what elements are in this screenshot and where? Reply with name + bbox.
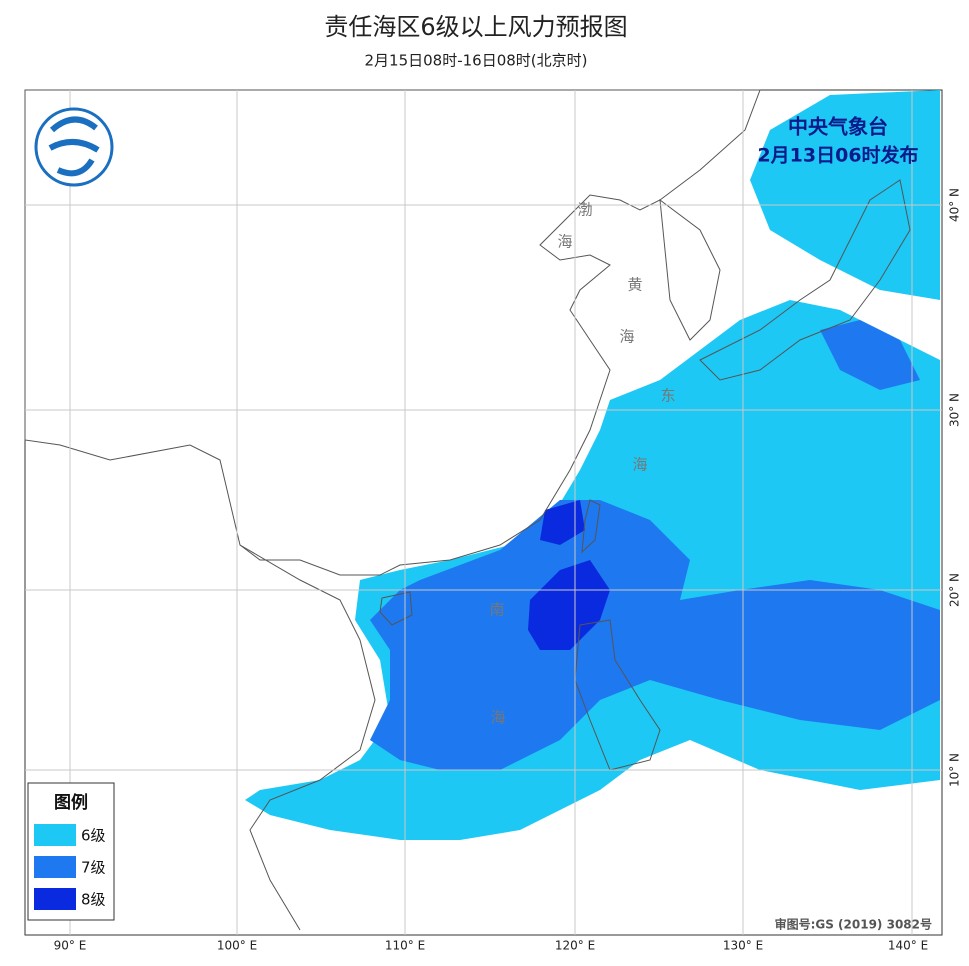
sea-label: 海 bbox=[490, 709, 505, 727]
sea-label: 海 bbox=[619, 328, 634, 346]
longitude-label: 110° E bbox=[385, 939, 425, 953]
legend-title: 图例 bbox=[54, 792, 88, 813]
wind-6 bbox=[750, 90, 940, 300]
legend-item: 8级 bbox=[81, 891, 106, 909]
issuer-name: 中央气象台 bbox=[788, 115, 888, 139]
longitude-label: 120° E bbox=[555, 939, 595, 953]
legend: 图例 6级 7级 8级 bbox=[27, 782, 115, 921]
map-frame: 渤 海 黄 海 东 海 南 海 中央气象台 2月13日06时发布 图例 6级 7… bbox=[24, 89, 943, 936]
korea bbox=[659, 198, 721, 341]
sea-label: 黄 bbox=[627, 276, 642, 294]
latitude-label: 20° N bbox=[948, 573, 962, 607]
latitude-label: 30° N bbox=[948, 393, 962, 427]
wind-7 bbox=[820, 320, 920, 390]
legend-item: 7级 bbox=[81, 859, 106, 877]
sea-label: 海 bbox=[557, 233, 572, 251]
subtitle: 2月15日08时-16日08时(北京时) bbox=[364, 52, 587, 70]
legend-item: 6级 bbox=[81, 827, 106, 845]
longitude-label: 130° E bbox=[723, 939, 763, 953]
longitude-label: 140° E bbox=[888, 939, 928, 953]
sea-label: 海 bbox=[632, 456, 647, 474]
latitude-label: 40° N bbox=[948, 188, 962, 222]
indochina-coast bbox=[239, 544, 376, 931]
china-land bbox=[24, 89, 761, 576]
logo bbox=[34, 107, 114, 187]
approval-number: 审图号:GS (2019) 3082号 bbox=[775, 917, 932, 932]
sea-label: 渤 bbox=[577, 201, 592, 219]
wind-7 bbox=[370, 500, 940, 770]
longitude-label: 90° E bbox=[54, 939, 87, 953]
title: 责任海区6级以上风力预报图 bbox=[324, 13, 627, 41]
wind-8 bbox=[540, 500, 585, 545]
sea-label: 南 bbox=[489, 601, 504, 619]
philippines bbox=[574, 619, 661, 771]
issue-time: 2月13日06时发布 bbox=[757, 144, 918, 167]
wind-8 bbox=[528, 560, 610, 650]
sea-label: 东 bbox=[660, 387, 675, 405]
graticule bbox=[25, 90, 942, 935]
taiwan bbox=[581, 499, 601, 554]
longitude-label: 100° E bbox=[217, 939, 257, 953]
latitude-label: 10° N bbox=[948, 753, 962, 787]
